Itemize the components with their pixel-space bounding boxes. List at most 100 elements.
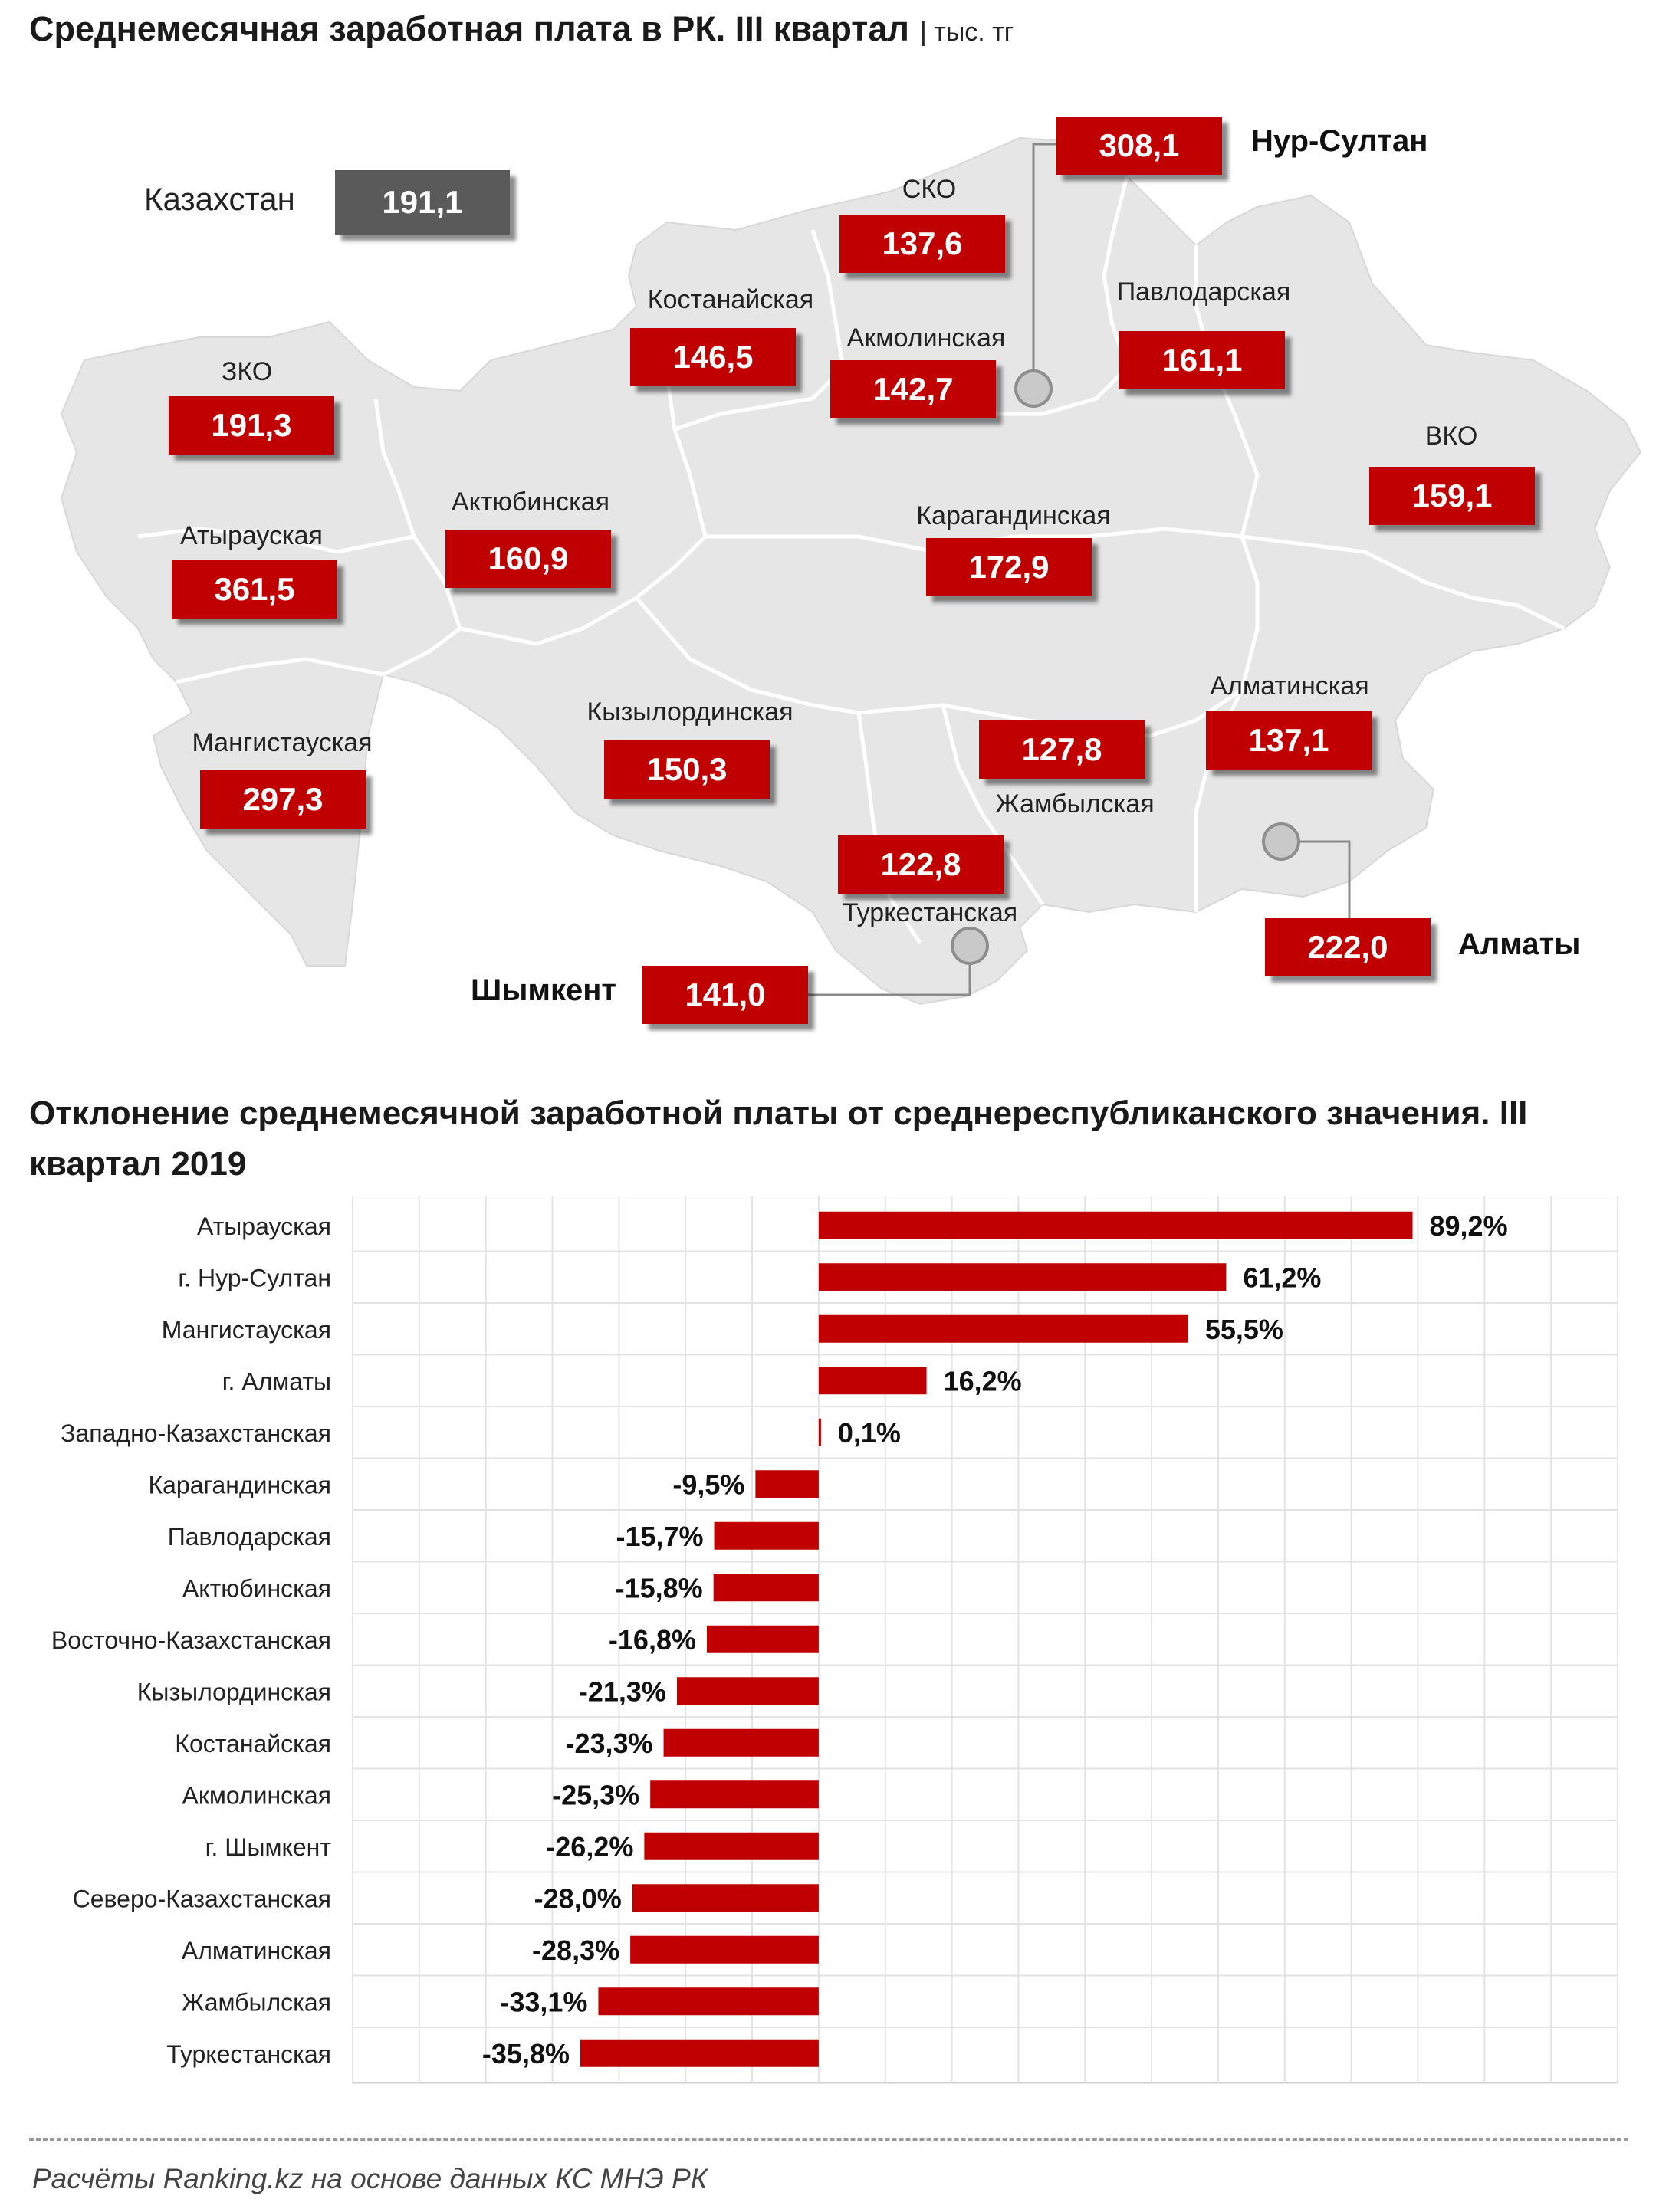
city-label-nur-sultan: Нур-Султан — [1251, 124, 1428, 158]
region-value-pavlodar: 161,1 — [1119, 331, 1285, 389]
source-note: Расчёты Ranking.kz на основе данных КС М… — [32, 2163, 708, 2194]
region-label-mangistau: Мангистауская — [192, 728, 373, 757]
region-label-aktobe: Актюбинская — [451, 487, 610, 517]
data-label: -15,7% — [616, 1521, 703, 1552]
nur-sultan-marker — [1014, 369, 1053, 408]
data-label: -21,3% — [579, 1675, 666, 1707]
data-label: -35,8% — [482, 2038, 570, 2069]
category-label: Актюбинская — [182, 1574, 331, 1602]
region-label-pavlodar: Павлодарская — [1116, 277, 1291, 307]
bar — [755, 1470, 819, 1498]
region-value-zhambyl: 127,8 — [979, 720, 1145, 779]
labels: Атырауская 89,2% г. Нур-Султан 61,2% Мангист… — [51, 1210, 1508, 2069]
city-label-almaty: Алматы — [1458, 927, 1581, 961]
bars — [580, 1211, 1413, 2067]
data-label: -16,8% — [609, 1624, 696, 1656]
region-value-karaganda: 172,9 — [926, 538, 1092, 596]
data-label: -33,1% — [500, 1986, 587, 2017]
bar — [818, 1418, 821, 1446]
data-label: -9,5% — [672, 1469, 744, 1500]
region-value-almaty-reg: 137,1 — [1206, 711, 1372, 770]
category-label: г. Алматы — [222, 1367, 331, 1395]
category-label: г. Нур-Султан — [178, 1264, 331, 1291]
deviation-bar-chart: Атырауская 89,2% г. Нур-Султан 61,2% Мангист… — [51, 1196, 1618, 2084]
data-label: -28,0% — [534, 1882, 622, 1914]
shymkent-marker — [951, 927, 989, 965]
region-value-kostanay: 146,5 — [630, 328, 796, 386]
region-value-atyrau: 361,5 — [172, 560, 337, 619]
region-label-kyzylorda: Кызылординская — [586, 697, 794, 727]
bar — [580, 2039, 819, 2067]
bar — [713, 1574, 819, 1602]
bar — [707, 1625, 819, 1653]
data-label: -23,3% — [565, 1728, 652, 1759]
region-value-kyzylorda: 150,3 — [604, 740, 770, 799]
region-value-sko: 137,6 — [840, 215, 1005, 273]
data-label: -28,3% — [532, 1935, 619, 1966]
country-label: Казахстан — [144, 181, 295, 217]
bar — [630, 1935, 819, 1964]
category-label: Атырауская — [197, 1213, 331, 1240]
region-value-mangistau: 297,3 — [200, 770, 366, 829]
region-label-vko: ВКО — [1424, 422, 1478, 451]
city-value-almaty: 222,0 — [1265, 918, 1431, 976]
map-title-text: Среднемесячная заработная плата в РК. II… — [29, 9, 909, 48]
bar — [632, 1884, 819, 1912]
bar — [676, 1677, 819, 1705]
region-label-turkestan: Туркестанская — [842, 898, 1018, 927]
category-label: Павлодарская — [168, 1523, 331, 1551]
region-value-aktobe: 160,9 — [445, 530, 611, 588]
bar — [714, 1521, 819, 1550]
category-label: Акмолинская — [182, 1781, 331, 1809]
category-label: Костанайская — [175, 1730, 331, 1757]
country-value: 191,1 — [335, 170, 510, 235]
region-label-sko: СКО — [902, 175, 957, 204]
bar — [818, 1263, 1227, 1291]
region-label-almaty-reg: Алматинская — [1210, 671, 1369, 701]
data-label: -26,2% — [546, 1831, 633, 1862]
region-value-turkestan: 122,8 — [838, 835, 1004, 894]
region-label-zko: ЗКО — [221, 357, 273, 386]
region-value-akmola: 142,7 — [830, 360, 996, 418]
city-value-nur-sultan: 308,1 — [1056, 117, 1222, 175]
region-label-atyrau: Атырауская — [180, 521, 323, 550]
bar — [818, 1367, 927, 1395]
data-label: 0,1% — [838, 1417, 901, 1449]
data-label: -15,8% — [616, 1572, 703, 1603]
data-label: 61,2% — [1243, 1262, 1321, 1293]
chart-title: Отклонение среднемесячной заработной пла… — [29, 1095, 1528, 1183]
region-label-akmola: Акмолинская — [846, 323, 1006, 353]
bar — [598, 1987, 819, 2016]
map-title: Среднемесячная заработная плата в РК. II… — [29, 9, 1014, 49]
category-label: Восточно-Казахстанская — [51, 1626, 331, 1654]
bar — [650, 1780, 819, 1809]
bar — [663, 1728, 819, 1757]
data-label: 89,2% — [1430, 1210, 1508, 1242]
map-unit: | тыс. тг — [919, 18, 1014, 47]
region-value-vko: 159,1 — [1369, 467, 1535, 525]
data-label: 55,5% — [1205, 1314, 1283, 1345]
bar — [818, 1211, 1413, 1239]
data-label: 16,2% — [944, 1365, 1022, 1396]
category-label: Мангистауская — [162, 1316, 331, 1344]
category-label: Жамбылская — [182, 1988, 331, 2016]
category-label: Западно-Казахстанская — [61, 1419, 331, 1447]
region-value-zko: 191,3 — [169, 396, 334, 455]
city-value-shymkent: 141,0 — [642, 966, 808, 1024]
region-label-karaganda: Карагандинская — [916, 501, 1111, 530]
region-label-kostanay: Костанайская — [647, 285, 814, 314]
category-label: Кызылординская — [137, 1678, 331, 1705]
category-label: Туркестанская — [166, 2040, 331, 2068]
almaty-marker — [1262, 822, 1300, 861]
category-label: Алматинская — [182, 1937, 331, 1964]
data-label: -25,3% — [552, 1779, 639, 1810]
bar — [644, 1832, 819, 1860]
category-label: Карагандинская — [148, 1471, 331, 1498]
region-label-zhambyl: Жамбылская — [995, 789, 1155, 819]
city-label-shymkent: Шымкент — [471, 973, 616, 1007]
category-label: Северо-Казахстанская — [73, 1885, 331, 1912]
footer-divider — [29, 2138, 1628, 2141]
category-label: г. Шымкент — [205, 1833, 332, 1861]
grid — [352, 1196, 1618, 2084]
bar — [818, 1314, 1188, 1343]
